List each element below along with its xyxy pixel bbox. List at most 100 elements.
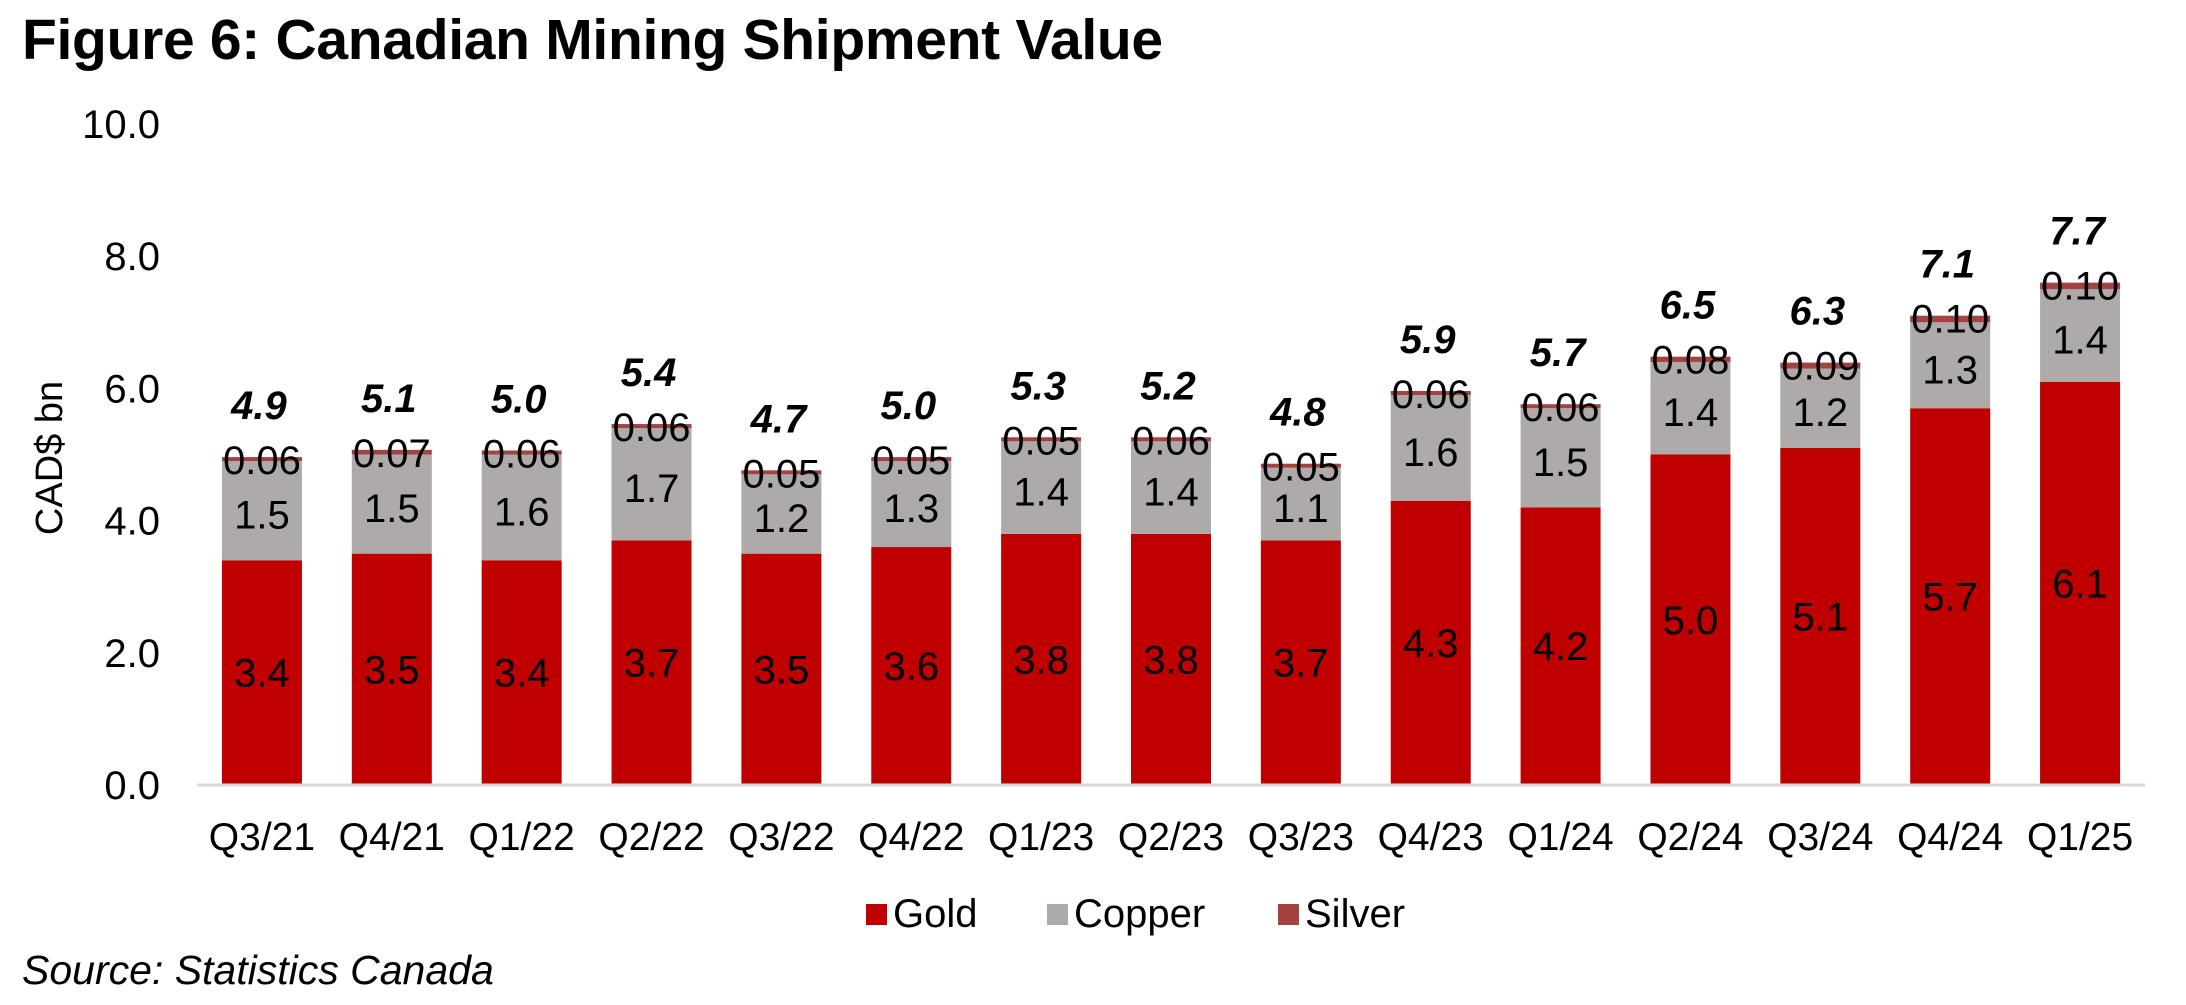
- y-tick-label: 2.0: [104, 632, 160, 676]
- data-label-total: 6.3: [1790, 290, 1846, 334]
- bar-segment-copper: [1520, 408, 1601, 508]
- bars-group: [221, 282, 2121, 785]
- data-label-total: 4.8: [1269, 391, 1326, 435]
- y-tick-label: 10.0: [82, 103, 160, 147]
- data-label-copper: 1.4: [1013, 471, 1069, 515]
- data-label-gold: 3.4: [234, 652, 290, 696]
- bar-segment-copper: [871, 461, 952, 548]
- bar-segment-copper: [351, 454, 432, 554]
- bar-segment-gold: [1780, 447, 1861, 785]
- legend-label-copper: Copper: [1074, 892, 1206, 936]
- data-label-silver: 0.10: [1911, 298, 1989, 342]
- bar-segment-gold: [1131, 533, 1211, 785]
- bar-segment-copper: [1780, 368, 1861, 448]
- data-label-silver: 0.06: [1392, 373, 1470, 417]
- data-label-silver: 0.06: [613, 406, 691, 450]
- bar-segment-silver: [1520, 404, 1601, 409]
- data-label-total: 4.7: [750, 397, 808, 441]
- bar-segment-gold: [871, 547, 952, 785]
- bar-segment-gold: [1650, 454, 1731, 785]
- x-tick-label: Q3/24: [1767, 816, 1873, 859]
- data-label-total: 5.0: [491, 378, 547, 422]
- bar-segment-silver: [351, 449, 432, 455]
- data-label-total: 6.5: [1660, 284, 1716, 328]
- legend-item-silver[interactable]: Silver: [1278, 892, 1405, 936]
- data-label-copper: 1.4: [1143, 471, 1199, 515]
- legend-swatch-gold: [866, 903, 887, 925]
- data-label-gold: 5.0: [1663, 599, 1719, 643]
- y-axis-title: CAD$ bn: [29, 381, 71, 535]
- bar-segment-silver: [1650, 356, 1731, 362]
- legend-item-copper[interactable]: Copper: [1047, 892, 1205, 936]
- data-label-gold: 3.5: [364, 648, 420, 692]
- data-labels-group: 3.4 1.5 0.06 4.9 3.5 1.5 0.07 5.1 3.4 1.6 0.06 5.0 3…: [223, 210, 2119, 696]
- bar-segment-copper: [741, 474, 822, 554]
- legend-swatch-copper: [1047, 903, 1068, 925]
- data-label-total: 5.2: [1140, 364, 1196, 408]
- y-tick-label: 4.0: [104, 500, 160, 544]
- bar-segment-copper: [611, 428, 692, 541]
- data-label-total: 5.3: [1010, 364, 1066, 408]
- data-label-silver: 0.06: [1522, 386, 1600, 430]
- bar-segment-gold: [611, 540, 692, 785]
- data-label-copper: 1.3: [883, 487, 939, 531]
- x-tick-label: Q1/23: [988, 816, 1094, 859]
- data-label-copper: 1.6: [494, 490, 550, 534]
- data-label-silver: 0.05: [1002, 419, 1080, 463]
- bar-segment-gold: [2040, 381, 2121, 785]
- data-label-silver: 0.05: [742, 452, 820, 496]
- data-label-silver: 0.10: [2041, 265, 2119, 309]
- data-label-copper: 1.5: [234, 494, 290, 538]
- data-label-total: 5.4: [621, 351, 677, 395]
- x-tick-label: Q4/22: [858, 816, 964, 859]
- bar-segment-copper: [2040, 289, 2121, 382]
- y-tick-label: 0.0: [104, 764, 160, 808]
- bar-segment-copper: [221, 461, 302, 561]
- data-label-gold: 3.7: [624, 642, 680, 686]
- data-label-copper: 1.7: [624, 467, 680, 511]
- bar-segment-silver: [1260, 463, 1341, 468]
- data-label-copper: 1.4: [2052, 319, 2108, 363]
- data-label-silver: 0.05: [872, 439, 950, 483]
- y-axis: 0.0 2.0 4.0 6.0 8.0 10.0: [82, 103, 160, 808]
- data-label-total: 5.1: [361, 377, 417, 421]
- x-tick-label: Q3/22: [728, 816, 834, 859]
- bar-segment-copper: [1910, 322, 1991, 409]
- data-label-copper: 1.2: [754, 497, 810, 541]
- data-label-silver: 0.06: [223, 439, 301, 483]
- bar-segment-silver: [611, 424, 692, 429]
- bar-segment-gold: [481, 560, 562, 785]
- bar-segment-copper: [1390, 395, 1471, 501]
- data-label-gold: 4.2: [1533, 625, 1589, 669]
- data-label-total: 7.1: [1919, 243, 1975, 287]
- data-label-gold: 4.3: [1403, 622, 1459, 666]
- data-label-silver: 0.06: [1132, 419, 1210, 463]
- data-label-gold: 5.7: [1922, 576, 1978, 620]
- data-label-total: 5.0: [880, 384, 936, 428]
- x-tick-label: Q1/24: [1507, 816, 1613, 859]
- bar-segment-copper: [1650, 361, 1731, 455]
- x-tick-label: Q4/21: [339, 816, 445, 859]
- bar-segment-silver: [1131, 437, 1211, 442]
- data-label-gold: 3.8: [1143, 638, 1199, 682]
- bar-segment-copper: [1260, 467, 1341, 541]
- data-label-silver: 0.05: [1262, 446, 1340, 490]
- bar-segment-silver: [871, 457, 952, 462]
- legend-item-gold[interactable]: Gold: [866, 892, 978, 936]
- data-label-gold: 6.1: [2052, 562, 2108, 606]
- x-tick-label: Q2/23: [1118, 816, 1224, 859]
- legend-label-gold: Gold: [893, 892, 978, 936]
- data-label-copper: 1.6: [1403, 431, 1459, 475]
- data-label-gold: 3.5: [754, 648, 810, 692]
- x-tick-label: Q4/24: [1897, 816, 2003, 859]
- bar-segment-silver: [221, 457, 302, 462]
- legend-label-silver: Silver: [1305, 892, 1406, 936]
- x-tick-label: Q1/25: [2027, 816, 2133, 859]
- data-label-copper: 1.5: [364, 487, 420, 531]
- bar-segment-gold: [1390, 500, 1471, 785]
- data-label-copper: 1.1: [1273, 487, 1329, 531]
- bar-segment-silver: [2040, 282, 2121, 290]
- bar-segment-copper: [481, 454, 562, 561]
- data-label-silver: 0.08: [1652, 339, 1730, 383]
